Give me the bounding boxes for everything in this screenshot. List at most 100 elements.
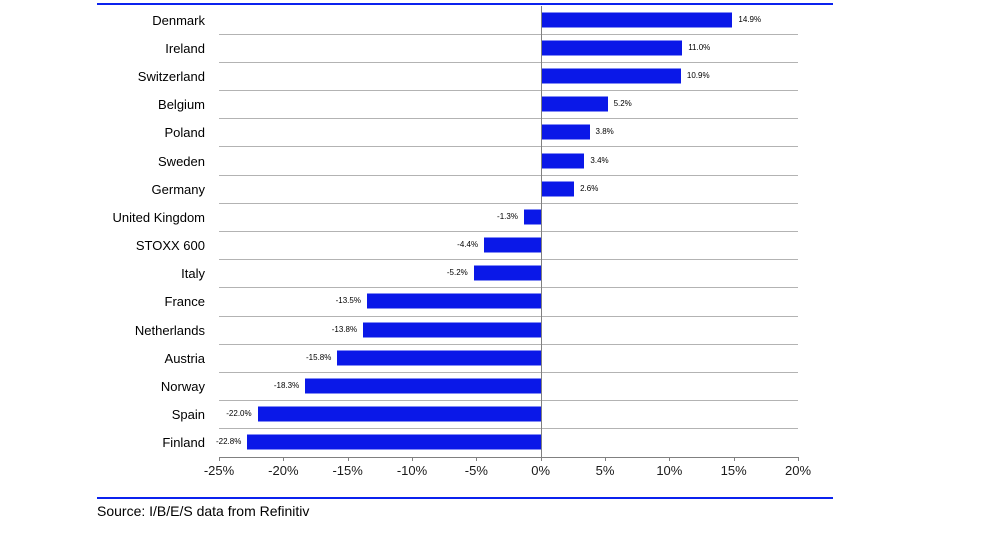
- chart-row: Poland 3.8%: [0, 118, 798, 148]
- source-note: Source: I/B/E/S data from Refinitiv: [97, 503, 310, 519]
- x-axis-tick: [283, 457, 285, 461]
- x-axis-tick: [733, 457, 735, 461]
- bar-value-label: -13.8%: [331, 324, 358, 334]
- bar-chart: Denmark 14.9% Ireland 11.0% Switzerland 10.9%…: [0, 6, 811, 483]
- bar-value-label: 2.6%: [580, 183, 599, 193]
- bar: [257, 406, 541, 422]
- row-track: -5.2%: [219, 259, 798, 289]
- category-label: STOXX 600: [135, 238, 205, 254]
- chart-row: Switzerland 10.9%: [0, 62, 798, 92]
- category-label: Netherlands: [134, 322, 205, 338]
- x-axis-tick-label: -20%: [268, 463, 299, 478]
- x-axis-tick: [347, 457, 349, 461]
- bar-value-label: -1.3%: [497, 211, 518, 221]
- x-axis-tick-label: 10%: [656, 463, 683, 478]
- bottom-rule: [97, 497, 833, 499]
- category-label: Germany: [151, 181, 205, 197]
- chart-row: Sweden 3.4%: [0, 146, 798, 176]
- chart-row: Finland -22.8%: [0, 428, 798, 458]
- bar-value-label: 11.0%: [688, 42, 711, 52]
- bar: [523, 209, 541, 225]
- row-track: 5.2%: [219, 90, 798, 120]
- bar-value-label: -5.2%: [446, 268, 468, 278]
- row-track: 3.8%: [219, 118, 798, 148]
- chart-row: Denmark 14.9%: [0, 6, 798, 35]
- bar: [484, 237, 541, 253]
- row-track: -15.8%: [219, 344, 798, 373]
- bar: [540, 12, 733, 28]
- category-label: Spain: [171, 407, 205, 423]
- bar-value-label: -22.8%: [215, 437, 242, 447]
- bar: [473, 265, 541, 281]
- category-label: Finland: [162, 435, 205, 451]
- bar: [540, 96, 608, 112]
- category-label: France: [164, 294, 205, 310]
- bar: [540, 68, 681, 84]
- x-axis-tick-label: -10%: [396, 463, 428, 478]
- x-axis-tick-label: -5%: [464, 463, 488, 478]
- row-track: 3.4%: [219, 146, 798, 176]
- x-axis: -25% -20% -15% -10% -5% 0% 5% 10% 15% 20%: [204, 457, 811, 483]
- category-label: Denmark: [152, 12, 205, 28]
- row-track: -22.0%: [219, 400, 798, 430]
- chart-row: Netherlands -13.8%: [0, 316, 798, 345]
- zero-axis-line: [540, 6, 542, 457]
- chart-row: Spain -22.0%: [0, 400, 798, 430]
- category-label: Ireland: [165, 40, 205, 56]
- category-label: Norway: [160, 379, 205, 395]
- plot-rows: Denmark 14.9% Ireland 11.0% Switzerland 10.9%…: [0, 6, 798, 458]
- bar: [363, 322, 541, 338]
- x-axis-tick-label: 0%: [531, 463, 551, 478]
- category-label: Switzerland: [137, 68, 205, 84]
- bar-value-label: -4.4%: [457, 240, 479, 250]
- category-label: Poland: [164, 125, 205, 141]
- row-track: -13.5%: [219, 287, 798, 317]
- x-axis-tick-label: 15%: [720, 463, 747, 478]
- bar-value-label: -18.3%: [273, 381, 300, 391]
- x-axis-tick: [605, 457, 606, 461]
- x-axis-tick: [476, 457, 478, 461]
- x-axis-tick-label: 5%: [595, 463, 615, 478]
- chart-row: Ireland 11.0%: [0, 34, 798, 63]
- chart-row: Belgium 5.2%: [0, 90, 798, 120]
- x-axis-tick: [798, 457, 799, 461]
- category-label: Italy: [181, 266, 205, 282]
- bar: [247, 434, 541, 450]
- chart-row: Italy -5.2%: [0, 259, 798, 289]
- row-track: 10.9%: [219, 62, 798, 92]
- x-axis-tick: [219, 457, 220, 461]
- chart-row: Germany 2.6%: [0, 175, 798, 204]
- x-axis-tick: [669, 457, 671, 461]
- row-track: 2.6%: [219, 175, 798, 204]
- bar-value-label: 3.4%: [590, 155, 609, 165]
- bar-value-label: 3.8%: [595, 127, 614, 137]
- x-axis-tick-label: 20%: [784, 463, 812, 478]
- bar: [366, 293, 541, 309]
- bar: [540, 40, 683, 56]
- x-axis-tick-label: -15%: [332, 463, 363, 478]
- bar: [540, 153, 585, 169]
- x-axis-tick: [412, 457, 413, 461]
- row-track: -1.3%: [219, 203, 798, 232]
- category-label: Austria: [164, 350, 205, 366]
- chart-row: STOXX 600 -4.4%: [0, 232, 798, 261]
- x-axis-tick-label: -25%: [203, 463, 235, 478]
- bar: [540, 181, 575, 197]
- x-axis-tick: [540, 457, 542, 461]
- bar: [337, 350, 541, 366]
- bar-value-label: 5.2%: [613, 99, 632, 109]
- bar-value-label: 10.9%: [686, 70, 710, 80]
- category-label: United Kingdom: [112, 209, 206, 225]
- row-track: -18.3%: [219, 372, 798, 402]
- row-track: 14.9%: [219, 6, 798, 35]
- chart-row: United Kingdom -1.3%: [0, 203, 798, 232]
- chart-row: France -13.5%: [0, 287, 798, 317]
- row-track: -22.8%: [215, 428, 798, 458]
- bar-value-label: -22.0%: [226, 409, 252, 419]
- bar-value-label: -13.5%: [335, 296, 361, 306]
- bar: [305, 378, 541, 394]
- bar-value-label: -15.8%: [306, 352, 332, 362]
- category-label: Belgium: [158, 97, 205, 113]
- chart-row: Norway -18.3%: [0, 372, 798, 402]
